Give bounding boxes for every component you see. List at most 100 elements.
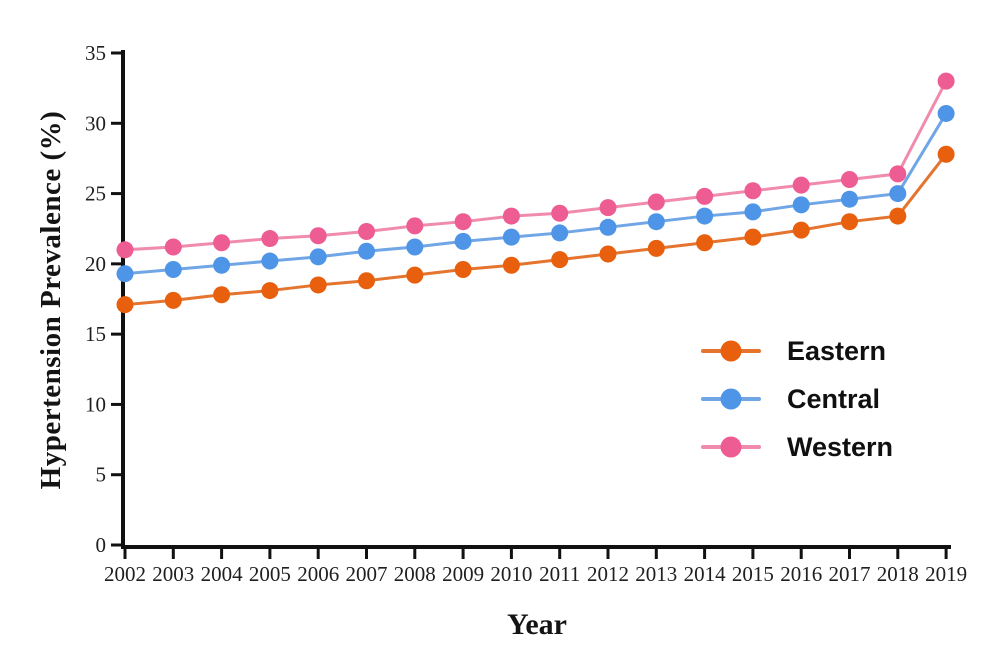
- x-tick-label: 2015: [732, 562, 774, 586]
- legend-marker: [720, 436, 742, 458]
- y-axis-title: Hypertension Prevalence (%): [35, 110, 67, 490]
- y-tick-label: 25: [85, 182, 106, 206]
- series-line: [123, 79, 948, 252]
- data-point: [116, 265, 134, 283]
- series-line: [123, 111, 948, 276]
- x-tick-label: 2017: [829, 562, 871, 586]
- data-point: [358, 272, 375, 290]
- data-point: [502, 228, 520, 246]
- y-tick-label: 20: [85, 252, 106, 276]
- data-point: [551, 204, 569, 222]
- legend-label: Western: [787, 432, 893, 462]
- y-axis: 0 5 10 15 20 25 30 35: [85, 41, 121, 557]
- data-point: [551, 251, 569, 269]
- data-point: [744, 203, 762, 221]
- legend-item-eastern: Eastern: [701, 336, 886, 366]
- data-point: [889, 185, 907, 203]
- data-point: [454, 232, 472, 250]
- y-tick-label: 30: [85, 111, 106, 135]
- x-axis-title: Year: [507, 608, 567, 641]
- data-point: [841, 190, 858, 208]
- data-point: [647, 193, 665, 211]
- data-point: [937, 104, 955, 122]
- data-point: [889, 207, 907, 225]
- data-point: [551, 224, 569, 242]
- x-tick-label: 2007: [346, 562, 388, 586]
- x-tick-label: 2006: [297, 562, 339, 586]
- data-point: [164, 260, 182, 278]
- data-point: [454, 260, 472, 278]
- legend-item-central: Central: [701, 384, 880, 414]
- x-tick-label: 2003: [152, 562, 194, 586]
- data-point: [647, 239, 665, 257]
- y-tick-label: 0: [96, 533, 107, 557]
- data-point: [792, 176, 810, 194]
- data-point: [116, 241, 134, 259]
- data-point: [599, 245, 617, 263]
- data-point: [309, 227, 327, 245]
- x-tick-label: 2009: [442, 562, 484, 586]
- data-point: [116, 296, 134, 314]
- x-tick-label: 2002: [104, 562, 146, 586]
- data-point: [164, 238, 182, 256]
- data-point: [889, 165, 907, 183]
- data-point: [406, 217, 424, 235]
- data-point: [261, 230, 279, 248]
- data-point: [937, 145, 955, 163]
- data-point: [213, 256, 231, 274]
- legend-item-western: Western: [701, 432, 893, 462]
- legend-label: Eastern: [787, 336, 886, 366]
- axes: [121, 50, 951, 549]
- x-tick-label: 2011: [539, 562, 580, 586]
- x-tick-label: 2008: [394, 562, 436, 586]
- data-point: [358, 242, 375, 260]
- x-tick-label: 2010: [490, 562, 532, 586]
- x-tick-label: 2016: [780, 562, 822, 586]
- legend-marker: [720, 388, 742, 410]
- series-central: [116, 104, 955, 283]
- x-tick-label: 2004: [201, 562, 244, 586]
- x-tick-label: 2013: [635, 562, 677, 586]
- data-point: [696, 234, 714, 252]
- data-point: [647, 213, 665, 231]
- legend-label: Central: [787, 384, 880, 414]
- legend: Eastern Central Western: [701, 336, 893, 462]
- series-eastern: [116, 145, 955, 314]
- data-point: [841, 213, 858, 231]
- data-point: [261, 252, 279, 270]
- data-point: [696, 187, 714, 205]
- y-tick-label: 15: [85, 322, 106, 346]
- x-tick-label: 2018: [877, 562, 919, 586]
- data-point: [261, 282, 279, 300]
- data-point: [454, 213, 472, 231]
- data-point: [744, 228, 762, 246]
- x-axis: 2002 2003 2004 2005 2006 2007 2008 2009 2010 2011…: [104, 549, 967, 586]
- data-point: [937, 72, 955, 90]
- data-point: [792, 196, 810, 214]
- data-point: [358, 223, 375, 241]
- data-point: [406, 266, 424, 284]
- y-tick-label: 10: [85, 392, 106, 416]
- data-point: [309, 248, 327, 266]
- data-point: [164, 291, 182, 309]
- data-point: [502, 256, 520, 274]
- data-point: [599, 199, 617, 217]
- data-point: [744, 182, 762, 200]
- y-tick-label: 35: [85, 41, 106, 65]
- x-tick-label: 2019: [925, 562, 967, 586]
- data-point: [309, 276, 327, 294]
- data-point: [599, 218, 617, 236]
- y-tick-label: 5: [96, 463, 107, 487]
- data-point: [213, 234, 231, 252]
- series-western: [116, 72, 955, 259]
- data-point: [696, 207, 714, 225]
- data-point: [213, 286, 231, 304]
- data-point: [841, 171, 858, 189]
- data-point: [502, 207, 520, 225]
- x-tick-label: 2005: [249, 562, 291, 586]
- data-point: [792, 221, 810, 239]
- legend-marker: [720, 340, 742, 362]
- data-point: [406, 238, 424, 256]
